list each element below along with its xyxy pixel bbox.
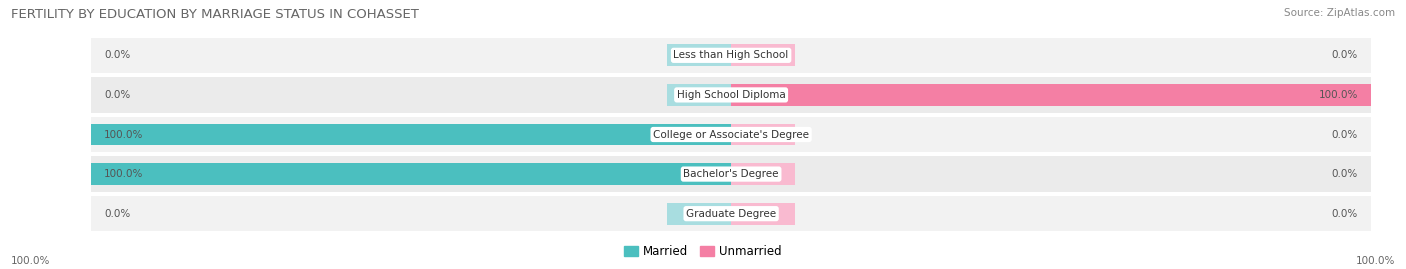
Bar bbox=[91, 203, 1371, 225]
Text: Bachelor's Degree: Bachelor's Degree bbox=[683, 169, 779, 179]
Bar bbox=[91, 123, 1371, 146]
Text: 0.0%: 0.0% bbox=[1331, 209, 1358, 219]
Text: 0.0%: 0.0% bbox=[104, 90, 131, 100]
Bar bbox=[91, 44, 1371, 66]
Bar bbox=[666, 84, 731, 106]
Text: High School Diploma: High School Diploma bbox=[676, 90, 786, 100]
Bar bbox=[91, 163, 1371, 185]
Text: 0.0%: 0.0% bbox=[1331, 169, 1358, 179]
Text: FERTILITY BY EDUCATION BY MARRIAGE STATUS IN COHASSET: FERTILITY BY EDUCATION BY MARRIAGE STATU… bbox=[11, 8, 419, 21]
Bar bbox=[91, 163, 731, 185]
Text: 100.0%: 100.0% bbox=[104, 169, 143, 179]
Text: 0.0%: 0.0% bbox=[1331, 129, 1358, 140]
Text: Source: ZipAtlas.com: Source: ZipAtlas.com bbox=[1284, 8, 1395, 18]
Legend: Married, Unmarried: Married, Unmarried bbox=[620, 241, 786, 263]
Bar bbox=[731, 44, 794, 66]
Bar bbox=[91, 123, 731, 146]
Text: College or Associate's Degree: College or Associate's Degree bbox=[654, 129, 808, 140]
Bar bbox=[731, 123, 794, 146]
Bar bbox=[666, 44, 731, 66]
Bar bbox=[91, 84, 1371, 106]
Text: Graduate Degree: Graduate Degree bbox=[686, 209, 776, 219]
Text: 100.0%: 100.0% bbox=[104, 129, 143, 140]
Bar bbox=[731, 203, 794, 225]
Bar bbox=[666, 203, 731, 225]
Bar bbox=[731, 163, 794, 185]
Text: 0.0%: 0.0% bbox=[104, 50, 131, 60]
Text: 0.0%: 0.0% bbox=[104, 209, 131, 219]
Bar bbox=[731, 84, 1371, 106]
Text: 100.0%: 100.0% bbox=[1355, 256, 1395, 266]
Text: 100.0%: 100.0% bbox=[11, 256, 51, 266]
Text: 0.0%: 0.0% bbox=[1331, 50, 1358, 60]
Text: Less than High School: Less than High School bbox=[673, 50, 789, 60]
Text: 100.0%: 100.0% bbox=[1319, 90, 1358, 100]
